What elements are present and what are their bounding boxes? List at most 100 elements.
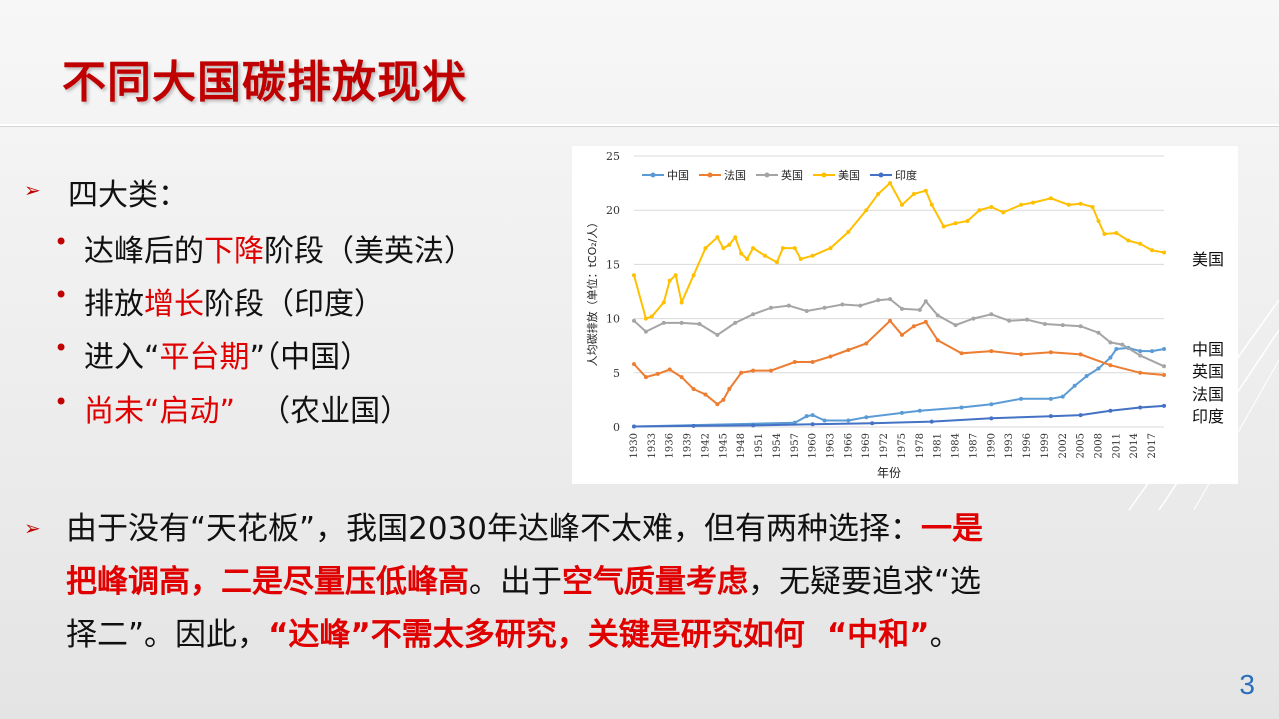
x-tick-label: 1999: [1040, 433, 1051, 458]
x-tick-label: 1960: [808, 433, 819, 458]
data-point: [953, 221, 958, 226]
bullet-heading: 四大类：: [68, 178, 188, 213]
data-point: [888, 297, 893, 302]
data-point: [733, 235, 738, 240]
data-point: [679, 375, 684, 380]
data-point: [929, 419, 934, 424]
data-point: [691, 423, 696, 428]
data-point: [751, 368, 756, 373]
data-point: [989, 312, 994, 317]
data-point: [989, 402, 994, 407]
data-point: [1066, 202, 1071, 207]
data-point: [917, 307, 922, 312]
paragraph-line-2: 把峰调高，二是尽量压低峰高。出于空气质量考虑，无疑要追求“选: [66, 564, 982, 600]
data-point: [1084, 374, 1089, 379]
y-tick-label: 25: [606, 150, 620, 163]
data-point: [697, 322, 702, 327]
series-end-label: 法国: [1192, 385, 1224, 404]
legend-label: 美国: [838, 169, 860, 182]
data-point: [721, 246, 726, 251]
data-point: [649, 314, 654, 319]
data-point: [876, 298, 881, 303]
data-point: [643, 375, 648, 380]
data-point: [792, 246, 797, 251]
data-point: [1150, 248, 1155, 253]
data-point: [632, 362, 636, 367]
data-point: [1162, 346, 1166, 351]
x-tick-label: 1945: [718, 433, 729, 458]
data-point: [911, 191, 916, 196]
x-tick-label: 2002: [1058, 433, 1069, 458]
x-tick-label: 1975: [897, 433, 908, 458]
data-point: [923, 319, 928, 324]
data-point: [899, 332, 904, 337]
legend-marker: [821, 172, 827, 178]
paragraph-line-1: 由于没有“天花板”，我国2030年达峰不太难，但有两种选择：一是: [66, 511, 984, 547]
bullet-item: 进入“平台期”（中国）: [84, 340, 371, 375]
data-point: [864, 341, 869, 346]
series-end-label: 印度: [1192, 407, 1224, 426]
data-point: [1096, 219, 1101, 224]
title-divider-shadow: [0, 126, 1279, 127]
x-tick-label: 2014: [1129, 433, 1140, 458]
data-point: [965, 219, 970, 224]
legend-marker: [764, 172, 770, 178]
data-point: [1120, 342, 1125, 347]
x-tick-label: 1957: [790, 433, 801, 458]
x-tick-label: 1948: [736, 433, 747, 458]
data-point: [1090, 204, 1095, 209]
data-point: [739, 370, 744, 375]
data-point: [822, 418, 827, 423]
data-point: [703, 246, 708, 251]
x-tick-label: 1930: [629, 433, 640, 458]
data-point: [673, 273, 678, 278]
data-point: [899, 410, 904, 415]
data-point: [810, 253, 815, 258]
data-point: [876, 191, 881, 196]
data-point: [1048, 350, 1053, 355]
data-point: [1138, 370, 1143, 375]
x-tick-label: 1972: [879, 433, 890, 458]
data-point: [1162, 250, 1166, 255]
data-point: [751, 246, 756, 251]
data-point: [667, 278, 672, 283]
data-point: [1078, 413, 1083, 418]
series-line: [633, 404, 1165, 428]
data-point: [1150, 349, 1155, 354]
data-point: [1138, 241, 1143, 246]
x-tick-label: 1933: [647, 433, 658, 458]
data-point: [1078, 324, 1083, 329]
data-point: [989, 416, 994, 421]
series-end-label: 中国: [1192, 340, 1224, 359]
y-tick-label: 15: [606, 258, 620, 271]
data-point: [632, 273, 636, 278]
page-number: 3: [1239, 669, 1255, 700]
data-point: [846, 348, 851, 353]
x-tick-label: 1963: [826, 433, 837, 458]
data-point: [1019, 352, 1024, 357]
data-point: [691, 387, 696, 392]
data-point: [1072, 383, 1077, 388]
y-axis-label: 人均碳排放（单位：tCO₂/人）: [585, 217, 599, 367]
bullet-item: 达峰后的下降阶段（美英法）: [84, 234, 474, 269]
data-point: [1078, 352, 1083, 357]
data-point: [1060, 394, 1065, 399]
x-tick-label: 1942: [700, 433, 711, 458]
bullet-item: 排放增长阶段（印度）: [84, 287, 384, 322]
x-tick-label: 1993: [1004, 433, 1015, 458]
x-tick-label: 1978: [915, 433, 926, 458]
data-point: [917, 408, 922, 413]
x-tick-label: 1981: [933, 433, 944, 458]
data-point: [1048, 396, 1053, 401]
legend-label: 法国: [724, 168, 746, 182]
series-line: [633, 181, 1165, 320]
legend-marker: [650, 172, 656, 178]
data-point: [864, 415, 869, 420]
data-point: [870, 421, 875, 426]
chart-panel: 0 5 10 15 20 25 1930 1933 1936 1939 1942 1945 1948 19…: [572, 146, 1238, 484]
data-point: [661, 320, 666, 325]
data-point: [715, 332, 720, 337]
page-title: 不同大国碳排放现状: [62, 57, 467, 108]
data-point: [935, 338, 940, 343]
series-end-label: 美国: [1192, 250, 1224, 269]
